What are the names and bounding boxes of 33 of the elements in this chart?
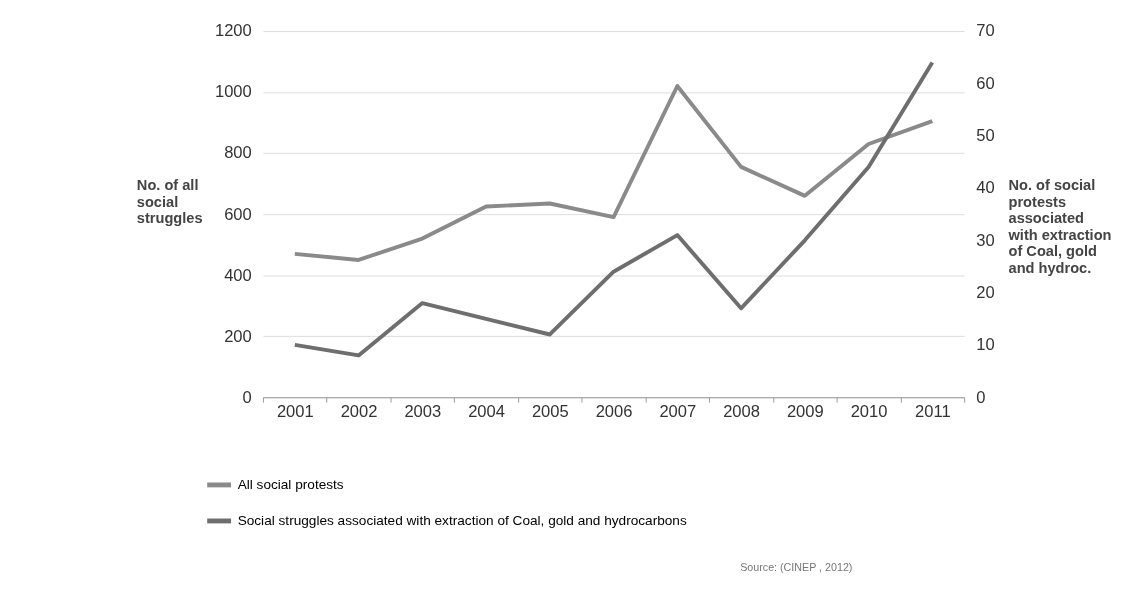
- y2-tick-label: 30: [976, 230, 995, 250]
- y2-tick-label: 20: [976, 282, 995, 302]
- x-tick-label: 2006: [595, 402, 633, 422]
- y2-tick-label: 50: [976, 126, 995, 146]
- x-tick-label: 2010: [850, 402, 888, 422]
- legend-label: Social struggles associated with extraction of Coal, gold and hydrocarbons: [237, 512, 687, 528]
- x-tick-label: 2005: [531, 402, 569, 422]
- x-tick-label: 2002: [340, 402, 378, 422]
- y2-tick-label: 60: [976, 73, 995, 93]
- y-tick-label: 1000: [214, 82, 252, 102]
- x-tick-label: 2003: [404, 402, 442, 422]
- line-series: [292, 60, 935, 358]
- x-tick-label: 2001: [276, 402, 314, 422]
- x-tick-label: 2011: [915, 402, 951, 422]
- x-tick-label: 2004: [468, 402, 505, 422]
- x-tick-label: 2007: [659, 402, 697, 422]
- x-tick-label: 2008: [723, 402, 760, 422]
- y-tick-label: 800: [224, 143, 252, 163]
- y2-tick-label: 0: [976, 387, 986, 407]
- y2-tick-label: 40: [976, 178, 995, 198]
- line-series: [292, 84, 935, 262]
- y2-tick-label: 10: [976, 335, 995, 355]
- y-tick-label: 400: [224, 265, 252, 285]
- y-tick-label: 600: [224, 204, 252, 224]
- x-tick-label: 2009: [786, 402, 824, 422]
- legend-label: All social protests: [237, 476, 344, 492]
- y2-tick-label: 70: [976, 21, 995, 41]
- y-tick-label: 200: [224, 326, 252, 346]
- y2-axis-title: No. of social protests associated with extraction of Coal, gold and hydroc.: [1007, 177, 1112, 277]
- source-note: Source: (CINEP , 2012): [740, 560, 853, 573]
- y-axis-title: No. of all social struggles: [136, 177, 203, 227]
- y-tick-label: 1200: [214, 21, 252, 41]
- y-tick-label: 0: [242, 387, 252, 407]
